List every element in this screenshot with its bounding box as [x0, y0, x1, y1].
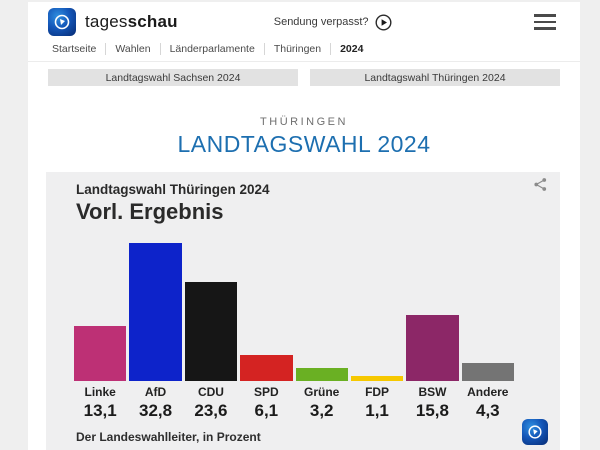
chart-column-cdu [184, 241, 238, 381]
tagesschau-watermark-icon [522, 419, 548, 445]
party-name: CDU [197, 385, 224, 399]
chart-column-fdp [350, 241, 404, 381]
chart-column-bsw [406, 241, 459, 381]
breadcrumb-item-wahlen[interactable]: Wahlen [106, 43, 161, 55]
main-content: THÜRINGEN LANDTAGSWAHL 2024 Landtagswahl… [28, 95, 580, 450]
label-column-andere: Andere 4,3 [462, 385, 514, 421]
election-tabs: Landtagswahl Sachsen 2024 Landtagswahl Th… [28, 62, 580, 95]
party-value: 32,8 [139, 401, 173, 420]
chart-column-linke [74, 241, 127, 381]
share-icon[interactable] [533, 177, 548, 197]
party-name: Andere [467, 385, 509, 399]
broadcast-link[interactable]: Sendung verpasst? [273, 13, 392, 31]
label-column-cdu: CDU 23,6 [185, 385, 237, 421]
party-name: BSW [418, 385, 447, 399]
bar-chart [74, 241, 514, 381]
bar-spd [240, 355, 293, 381]
bar-bsw [406, 315, 459, 381]
bar-linke [74, 326, 127, 381]
page-title: LANDTAGSWAHL 2024 [177, 131, 431, 157]
bar-afd [129, 243, 182, 381]
chart-column-andere [461, 241, 514, 381]
bar-grüne [295, 368, 348, 381]
bar-labels: Linke 13,1 AfD 32,8 CDU 23,6 SPD 6,1 Grüne 3,2 FDP… [74, 385, 514, 421]
bar-fdp [350, 376, 404, 381]
site-header: tagesschau Sendung verpasst? Startseite W… [28, 2, 580, 62]
broadcast-label: Sendung verpasst? [273, 16, 369, 28]
tab-landtagswahl-thüringen-2024[interactable]: Landtagswahl Thüringen 2024 [310, 69, 560, 86]
hamburger-menu-icon[interactable] [534, 14, 556, 30]
party-value: 1,1 [365, 401, 389, 420]
chart-column-spd [240, 241, 293, 381]
bar-andere [461, 363, 514, 381]
chart-column-grüne [295, 241, 348, 381]
chart-source: Der Landeswahlleiter, in Prozent [76, 430, 261, 444]
party-value: 3,2 [309, 401, 334, 420]
wordmark: tagesschau [85, 12, 178, 31]
chart-title: Landtagswahl Thüringen 2024 [76, 182, 270, 197]
tagesschau-logo-icon [48, 8, 76, 36]
breadcrumb-item-thüringen[interactable]: Thüringen [265, 43, 332, 55]
label-column-bsw: BSW 15,8 [406, 385, 458, 421]
breadcrumb-item-länderparlamente[interactable]: Länderparlamente [161, 43, 265, 55]
party-value: 15,8 [415, 401, 449, 420]
label-column-spd: SPD 6,1 [240, 385, 292, 421]
bar-cdu [184, 282, 238, 381]
label-column-afd: AfD 32,8 [129, 385, 181, 421]
party-name: AfD [144, 385, 167, 399]
label-column-grüne: Grüne 3,2 [296, 385, 348, 421]
play-circle-icon[interactable] [375, 13, 392, 31]
party-name: SPD [253, 385, 279, 399]
page-kicker: THÜRINGEN [260, 116, 348, 128]
header-top: tagesschau Sendung verpasst? [28, 2, 580, 40]
breadcrumb: Startseite Wahlen Länderparlamente Thüringe… [28, 40, 580, 62]
party-name: FDP [365, 385, 390, 399]
results-chart-panel: Landtagswahl Thüringen 2024 Vorl. Ergebn… [46, 172, 560, 450]
chart-column-afd [129, 241, 182, 381]
page-container: tagesschau Sendung verpasst? Startseite W… [28, 2, 580, 450]
party-name: Linke [84, 385, 116, 399]
label-column-linke: Linke 13,1 [74, 385, 126, 421]
globe-icon [54, 14, 70, 30]
logo[interactable]: tagesschau [48, 8, 178, 36]
party-value: 6,1 [254, 401, 279, 420]
label-column-fdp: FDP 1,1 [351, 385, 403, 421]
breadcrumb-item-2024[interactable]: 2024 [340, 43, 364, 55]
party-name: Grüne [304, 385, 340, 399]
party-value: 4,3 [475, 401, 500, 420]
chart-subtitle: Vorl. Ergebnis [76, 199, 224, 224]
tab-landtagswahl-sachsen-2024[interactable]: Landtagswahl Sachsen 2024 [48, 69, 298, 86]
party-value: 23,6 [194, 401, 228, 420]
breadcrumb-item-startseite[interactable]: Startseite [52, 43, 107, 55]
party-value: 13,1 [83, 401, 117, 420]
